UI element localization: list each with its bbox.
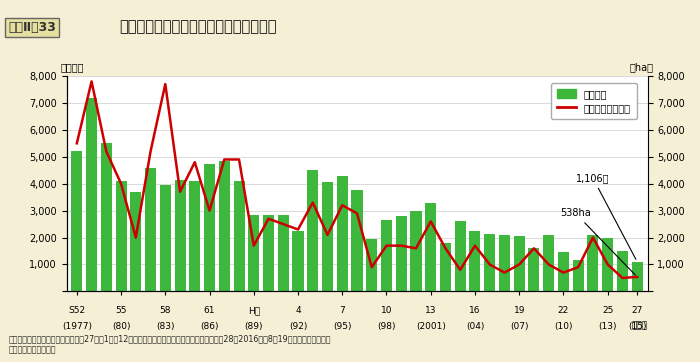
Bar (116, 181, 127, 291)
Text: 資料：消防庁プレスリリース「平成27年（1月～12月）における火災の状況（確定値）」（平成28（2016）年8月19日付け）を基に林野: 資料：消防庁プレスリリース「平成27年（1月～12月）における火災の状況（確定値… (8, 334, 331, 343)
Bar (160, 185, 171, 291)
Text: (04): (04) (466, 321, 484, 331)
Text: 1,106件: 1,106件 (576, 173, 636, 259)
Bar (410, 211, 421, 291)
Text: 資料Ⅱ－33: 資料Ⅱ－33 (8, 21, 56, 34)
Bar (587, 235, 598, 291)
Bar (130, 192, 141, 291)
Bar (204, 164, 215, 291)
Text: (07): (07) (510, 321, 528, 331)
Text: 25: 25 (602, 307, 613, 316)
Text: S52: S52 (69, 307, 85, 316)
Bar (219, 161, 230, 291)
Bar (514, 236, 525, 291)
Bar (145, 168, 156, 291)
Bar (366, 239, 377, 291)
Text: (98): (98) (377, 321, 395, 331)
Text: (15): (15) (628, 321, 646, 331)
Text: 27: 27 (631, 307, 643, 316)
Bar (617, 251, 628, 291)
Text: 538ha: 538ha (560, 208, 635, 275)
Bar (337, 176, 348, 291)
Bar (86, 97, 97, 291)
Bar (455, 222, 466, 291)
Text: 55: 55 (116, 307, 127, 316)
Bar (263, 215, 274, 291)
Bar (189, 181, 200, 291)
Text: (95): (95) (333, 321, 351, 331)
Text: 林野火災の発生件数及び焼損面積の推移: 林野火災の発生件数及び焼損面積の推移 (119, 20, 276, 35)
Text: (1977): (1977) (62, 321, 92, 331)
Text: (10): (10) (554, 321, 573, 331)
Text: （ha）: （ha） (629, 62, 653, 72)
Bar (71, 151, 83, 291)
Bar (395, 216, 407, 291)
Text: 10: 10 (381, 307, 392, 316)
Text: 4: 4 (295, 307, 301, 316)
Text: (80): (80) (112, 321, 130, 331)
Text: H元: H元 (248, 307, 260, 316)
Text: (13): (13) (598, 321, 617, 331)
Text: (89): (89) (244, 321, 263, 331)
Text: (83): (83) (156, 321, 174, 331)
Bar (558, 252, 569, 291)
Text: （年）: （年） (631, 321, 648, 331)
Bar (307, 170, 318, 291)
Bar (499, 235, 510, 291)
Bar (528, 248, 540, 291)
Text: (2001): (2001) (416, 321, 446, 331)
Bar (425, 203, 436, 291)
Bar (278, 215, 289, 291)
Text: (92): (92) (289, 321, 307, 331)
Bar (101, 143, 112, 291)
Bar (234, 181, 244, 291)
Bar (440, 243, 451, 291)
Bar (543, 235, 554, 291)
Bar (322, 182, 333, 291)
Text: 庁企画課作成。: 庁企画課作成。 (8, 346, 56, 355)
Text: （件数）: （件数） (61, 62, 84, 72)
Bar (573, 260, 584, 291)
Text: 61: 61 (204, 307, 216, 316)
Bar (293, 231, 304, 291)
Bar (351, 190, 363, 291)
Legend: 発生件数, 焼損面積（右軸）: 発生件数, 焼損面積（右軸） (551, 83, 637, 119)
Bar (470, 231, 480, 291)
Text: 19: 19 (514, 307, 525, 316)
Bar (174, 180, 186, 291)
Text: 7: 7 (340, 307, 345, 316)
Bar (248, 215, 259, 291)
Bar (602, 237, 613, 291)
Text: (86): (86) (200, 321, 219, 331)
Text: 13: 13 (425, 307, 437, 316)
Bar (631, 262, 643, 291)
Bar (484, 233, 495, 291)
Text: 22: 22 (558, 307, 569, 316)
Bar (381, 220, 392, 291)
Text: 58: 58 (160, 307, 171, 316)
Text: 16: 16 (469, 307, 481, 316)
